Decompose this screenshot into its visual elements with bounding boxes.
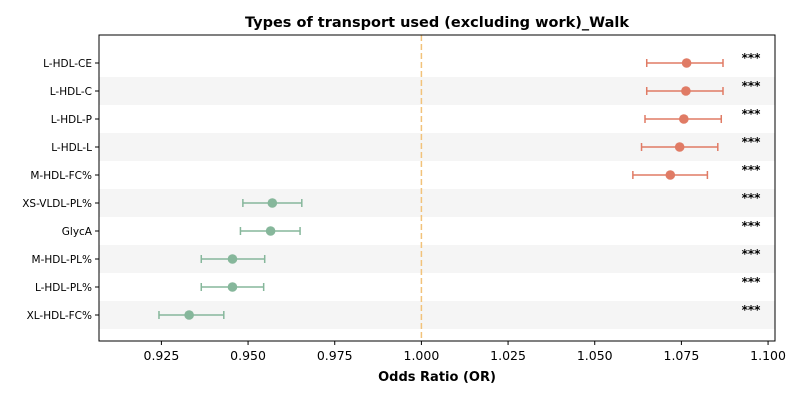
significance-label: *** xyxy=(742,303,762,317)
y-tick-label: L-HDL-P xyxy=(51,114,92,126)
significance-label: *** xyxy=(742,163,762,177)
data-row: *** xyxy=(200,275,762,292)
y-tick-label: L-HDL-CE xyxy=(43,58,92,70)
point-estimate xyxy=(681,58,692,68)
data-row: *** xyxy=(158,303,762,320)
x-tick-label: 1.025 xyxy=(490,348,526,363)
y-tick-label: L-HDL-C xyxy=(50,86,92,98)
data-row: *** xyxy=(239,219,762,236)
x-axis-label: Odds Ratio (OR) xyxy=(378,370,496,385)
point-estimate xyxy=(665,170,676,180)
data-row: *** xyxy=(640,135,762,152)
point-estimate xyxy=(265,226,276,236)
data-row: *** xyxy=(645,51,762,68)
row-stripe xyxy=(99,245,775,273)
point-estimate xyxy=(674,142,685,152)
y-tick-label: M-HDL-PL% xyxy=(32,254,92,266)
x-tick-label: 0.925 xyxy=(144,348,180,363)
data-rows: *** *** *** *** *** *** *** *** *** *** xyxy=(158,51,762,320)
point-estimate xyxy=(227,282,238,292)
significance-label: *** xyxy=(742,79,762,93)
chart-title: Types of transport used (excluding work)… xyxy=(245,15,629,31)
significance-label: *** xyxy=(742,275,762,289)
point-estimate xyxy=(267,198,278,208)
point-estimate xyxy=(681,86,691,96)
plot-frame xyxy=(98,34,776,342)
row-stripe xyxy=(99,189,775,217)
x-tick-label: 1.100 xyxy=(750,348,786,363)
x-axis-ticks: 0.925 0.950 0.975 1.000 1.025 1.050 1.075 1.100 xyxy=(144,341,786,363)
data-row: *** xyxy=(200,247,762,264)
significance-label: *** xyxy=(742,51,762,65)
point-estimate xyxy=(227,254,238,264)
y-tick-label: L-HDL-L xyxy=(51,142,92,154)
y-tick-label: M-HDL-FC% xyxy=(30,170,92,182)
row-stripes xyxy=(99,77,775,329)
significance-label: *** xyxy=(742,219,762,233)
significance-label: *** xyxy=(742,107,762,121)
x-tick-label: 0.950 xyxy=(230,348,266,363)
data-row: *** xyxy=(645,79,762,96)
significance-label: *** xyxy=(742,247,762,261)
y-tick-label: XL-HDL-FC% xyxy=(27,310,92,322)
x-tick-label: 1.075 xyxy=(664,348,700,363)
x-tick-label: 1.000 xyxy=(404,348,440,363)
y-tick-label: GlycA xyxy=(62,226,93,238)
data-row: *** xyxy=(632,163,762,180)
data-row: *** xyxy=(644,107,762,124)
y-tick-label: L-HDL-PL% xyxy=(35,282,92,294)
x-tick-label: 0.975 xyxy=(317,348,353,363)
significance-label: *** xyxy=(742,135,762,149)
y-tick-label: XS-VLDL-PL% xyxy=(22,198,92,210)
point-estimate xyxy=(679,114,689,124)
data-row: *** xyxy=(242,191,762,208)
x-tick-label: 1.050 xyxy=(577,348,613,363)
y-axis-labels: L-HDL-CE L-HDL-C L-HDL-P L-HDL-L M-HDL-FC% XS… xyxy=(22,58,99,322)
point-estimate xyxy=(184,310,194,320)
significance-label: *** xyxy=(742,191,762,205)
